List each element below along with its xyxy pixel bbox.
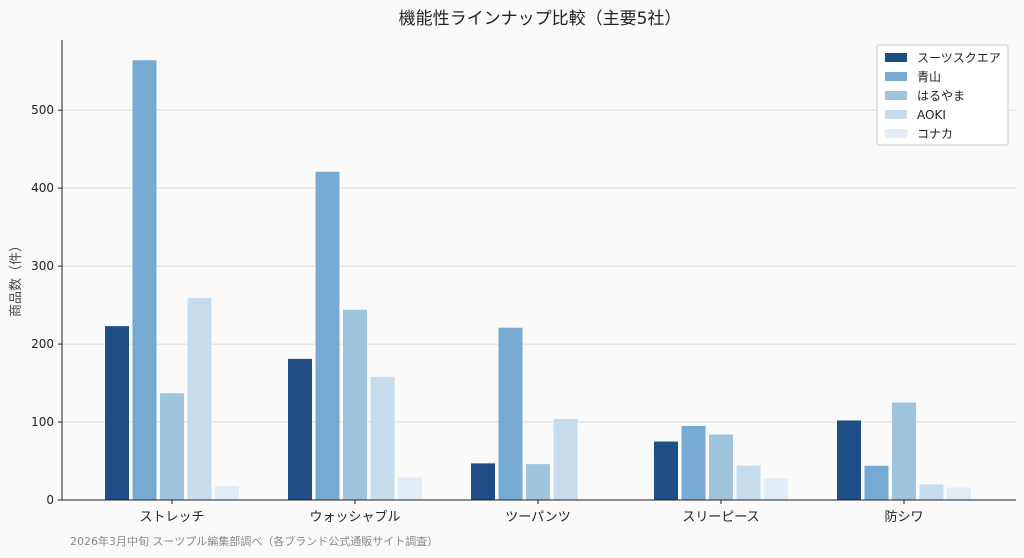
- bar-3-1: [681, 425, 706, 500]
- legend-box: [876, 44, 1009, 146]
- x-tick-label: ツーパンツ: [505, 510, 571, 525]
- x-tick-label: ストレッチ: [139, 510, 204, 525]
- bar-4-3: [919, 484, 944, 500]
- bar-0-3: [187, 298, 212, 500]
- bars: [105, 60, 971, 501]
- bar-0-2: [160, 393, 184, 500]
- bar-2-1: [498, 327, 523, 500]
- legend-label-0: スーツスクエア: [917, 51, 1001, 65]
- bar-1-1: [315, 171, 340, 501]
- y-tick-label: 400: [31, 181, 54, 195]
- bar-2-0: [471, 463, 495, 500]
- bar-4-1: [864, 465, 889, 500]
- bar-1-2: [343, 309, 367, 500]
- y-axis-label: 商品数（件）: [9, 239, 24, 317]
- bar-3-3: [736, 465, 761, 500]
- bar-0-1: [132, 60, 157, 501]
- x-tick-label: ウォッシャブル: [309, 509, 400, 525]
- bar-2-2: [526, 464, 550, 500]
- legend-label-4: コナカ: [917, 127, 953, 141]
- bar-0-0: [105, 326, 129, 500]
- legend-label-2: はるやま: [917, 89, 965, 103]
- bar-1-3: [370, 376, 395, 500]
- x-axis-ticks: ストレッチ ウォッシャブル ツーパンツ スリーピース 防シワ: [139, 500, 924, 525]
- legend-swatch-0: [885, 53, 907, 62]
- bar-3-0: [654, 441, 678, 500]
- bar-1-4: [398, 477, 422, 500]
- y-axis-ticks: 0 100 200 300 400 500: [31, 103, 62, 507]
- legend-swatch-1: [885, 72, 907, 81]
- y-tick-label: 500: [31, 103, 54, 117]
- y-tick-label: 200: [31, 337, 54, 351]
- bar-3-4: [764, 478, 788, 500]
- x-tick-label: 防シワ: [884, 509, 923, 525]
- y-tick-label: 0: [46, 493, 54, 507]
- legend-swatch-4: [885, 129, 907, 138]
- legend-label-3: AOKI: [917, 108, 946, 122]
- bar-4-2: [892, 402, 916, 500]
- footnote: 2026年3月中旬 スーツプル編集部調べ（各ブランド公式通販サイト調査）: [70, 534, 438, 548]
- x-tick-label: スリーピース: [682, 510, 759, 525]
- bar-2-3: [553, 418, 578, 500]
- legend-label-1: 青山: [917, 70, 941, 84]
- bar-4-4: [947, 487, 971, 500]
- chart-title: 機能性ラインナップ比較（主要5社）: [399, 9, 682, 29]
- legend-swatch-3: [885, 110, 907, 119]
- bar-1-0: [288, 358, 312, 500]
- bar-4-0: [837, 420, 861, 500]
- legend-swatch-2: [885, 91, 907, 100]
- y-tick-label: 100: [31, 415, 54, 429]
- y-tick-label: 300: [31, 259, 54, 273]
- bar-3-2: [709, 434, 733, 500]
- bar-0-4: [215, 485, 239, 500]
